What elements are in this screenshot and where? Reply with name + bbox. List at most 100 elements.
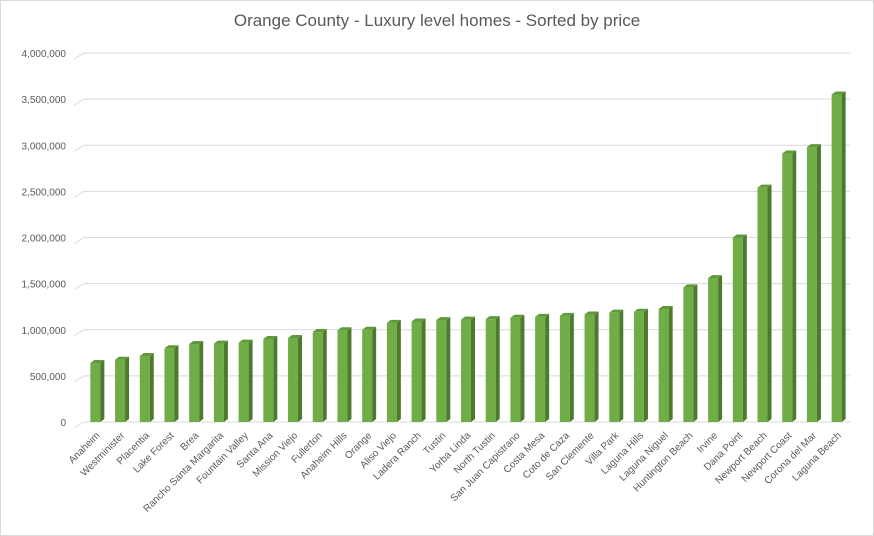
y-tick-label: 500,000 — [30, 372, 67, 383]
bar-side — [693, 284, 698, 422]
bar-front — [831, 94, 842, 422]
bar — [633, 308, 648, 422]
bar — [90, 359, 105, 422]
bar-side — [125, 356, 130, 422]
bar — [757, 184, 772, 422]
gridline-depth — [73, 375, 85, 383]
bar-front — [584, 314, 595, 422]
bar — [683, 284, 698, 422]
bar-top — [559, 312, 574, 316]
bar-top — [633, 308, 648, 312]
bar-side — [545, 313, 550, 422]
bar-side — [520, 314, 525, 422]
bar-side — [149, 353, 154, 422]
bar — [461, 316, 475, 422]
gridline-depth — [73, 98, 85, 106]
chart-title: Orange County - Luxury level homes - Sor… — [233, 11, 641, 30]
y-tick-label: 4,000,000 — [22, 49, 67, 60]
bar-front — [633, 311, 644, 422]
bar-top — [782, 150, 797, 154]
bar-front — [683, 287, 694, 422]
bar-side — [298, 335, 303, 422]
bar-top — [732, 234, 747, 238]
bar-side — [174, 345, 179, 422]
bar — [806, 144, 821, 422]
bar-top — [386, 319, 401, 323]
bar — [411, 318, 426, 422]
gridline-depth — [73, 283, 85, 291]
bar-front — [609, 312, 620, 422]
y-axis-labels: 0 500,000 1,000,000 1,500,000 2,000,000 2,500… — [22, 49, 67, 429]
bar — [263, 335, 278, 422]
y-tick-label: 1,500,000 — [22, 280, 67, 291]
gridline-depth — [73, 144, 85, 152]
bar-side — [569, 312, 574, 422]
y-tick-label: 0 — [60, 418, 66, 429]
bar-front — [115, 359, 126, 422]
bar-front — [559, 315, 570, 422]
y-tick-label: 2,500,000 — [22, 187, 67, 198]
bar-side — [199, 341, 204, 422]
bar-top — [288, 335, 303, 339]
bar-top — [584, 311, 599, 315]
bar-side — [100, 359, 105, 422]
bar — [510, 314, 525, 422]
bar-front — [411, 321, 422, 422]
bar-side — [619, 309, 624, 422]
bar-front — [288, 338, 299, 422]
bar-front — [238, 342, 249, 422]
bar-top — [312, 329, 327, 333]
bar-side — [841, 91, 846, 422]
gridline-depth — [73, 190, 85, 198]
bar-side — [372, 326, 377, 422]
bar — [238, 339, 253, 422]
bars — [90, 91, 846, 423]
bar-top — [708, 275, 723, 279]
bar-top — [658, 305, 673, 309]
bar — [337, 327, 352, 422]
bar-front — [485, 319, 496, 422]
bar-side — [223, 340, 228, 422]
y-tick-label: 3,000,000 — [22, 141, 67, 152]
bar-top — [90, 359, 105, 363]
bar-side — [643, 308, 648, 422]
bar-front — [658, 308, 669, 422]
bar-front — [510, 317, 521, 422]
bar-top — [806, 144, 821, 148]
bar-side — [446, 317, 451, 422]
bar-top — [485, 316, 500, 320]
bar — [584, 311, 599, 422]
bar-top — [115, 356, 130, 360]
bar-front — [535, 316, 546, 422]
bar-side — [594, 311, 599, 422]
bar — [362, 326, 377, 422]
bar-side — [322, 329, 327, 422]
bar-front — [436, 320, 447, 422]
bar-front — [806, 147, 817, 422]
bar-top — [683, 284, 698, 288]
bar-side — [248, 339, 253, 422]
gridline-depth — [73, 421, 85, 429]
bar — [139, 353, 154, 422]
bar-top — [757, 184, 772, 188]
bar-side — [273, 335, 278, 422]
bar-top — [831, 91, 846, 95]
bar — [559, 312, 574, 422]
bar — [831, 91, 846, 422]
bar — [189, 341, 204, 422]
bar-top — [189, 341, 204, 345]
bar-top — [164, 345, 179, 349]
bar-front — [139, 356, 150, 422]
bar-side — [816, 144, 821, 422]
bar-side — [495, 316, 500, 422]
bar — [115, 356, 130, 422]
y-tick-label: 2,000,000 — [22, 234, 67, 245]
bar-side — [718, 275, 723, 422]
bar-front — [90, 362, 101, 422]
bar-side — [471, 316, 475, 422]
bar-front — [782, 153, 793, 423]
y-tick-label: 1,000,000 — [22, 326, 67, 337]
bar — [386, 319, 401, 422]
